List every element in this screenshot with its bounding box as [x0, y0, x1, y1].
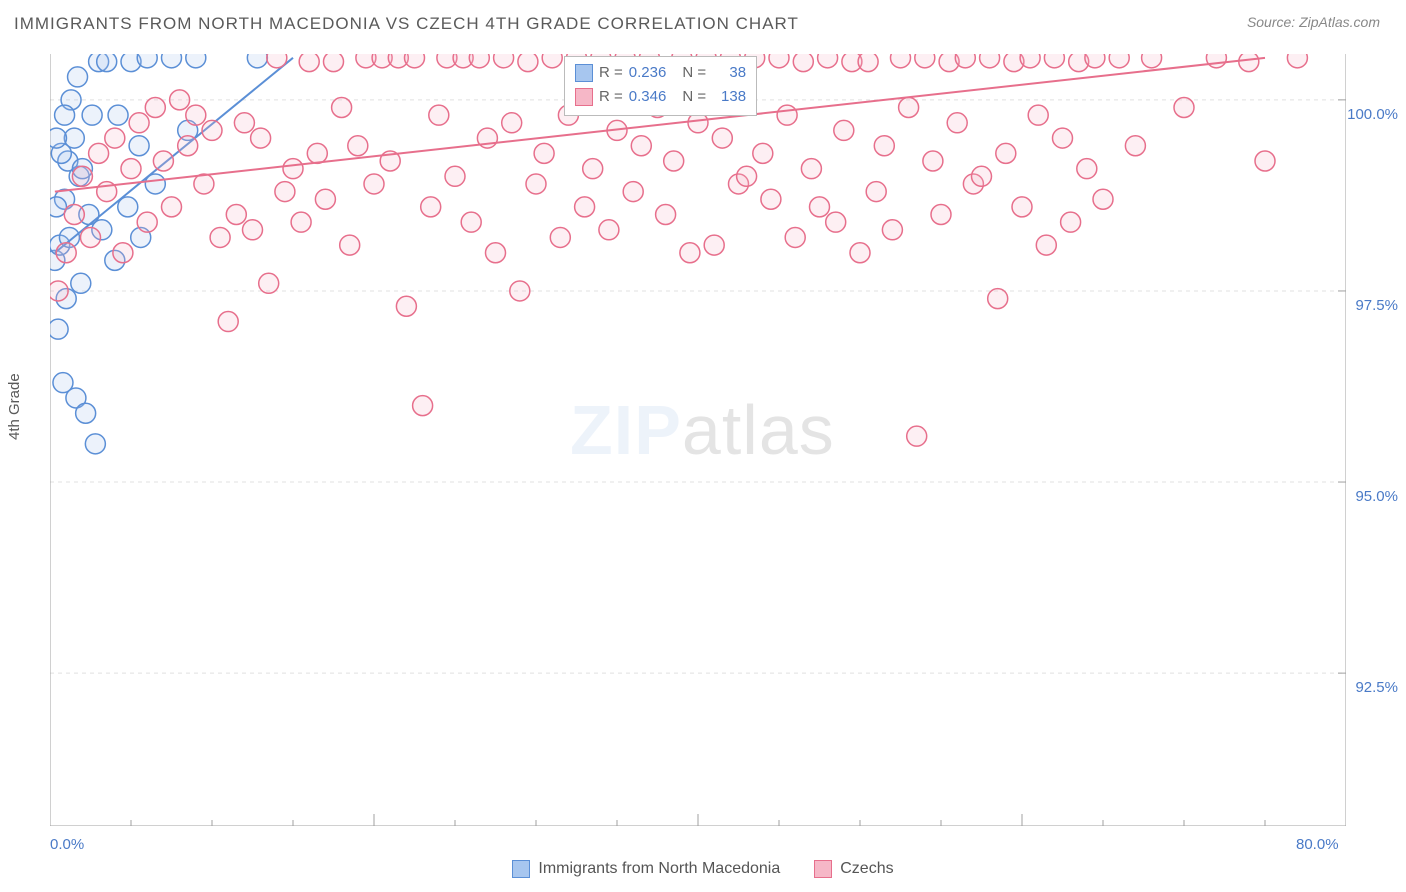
series-name-0: Immigrants from North Macedonia — [538, 860, 780, 878]
legend-swatch-icon — [814, 860, 832, 878]
legend-r-label: R = — [599, 85, 623, 109]
legend-n-label: N = — [682, 61, 706, 85]
legend-r-value-0: 0.236 — [629, 61, 667, 85]
y-axis-label: 4th Grade — [6, 373, 23, 440]
legend-r-value-1: 0.346 — [629, 85, 667, 109]
y-tick-label: 97.5% — [1355, 297, 1398, 314]
legend-swatch-icon — [512, 860, 530, 878]
legend-n-value-1: 138 — [712, 85, 746, 109]
legend-swatch-series-0 — [575, 64, 593, 82]
series-name-1: Czechs — [840, 860, 893, 878]
series-legend-item-0: Immigrants from North Macedonia — [512, 860, 780, 878]
legend-swatch-series-1 — [575, 88, 593, 106]
plot-area — [50, 54, 1346, 826]
legend-n-value-0: 38 — [712, 61, 746, 85]
x-tick-label: 0.0% — [50, 836, 84, 853]
scatter-svg — [50, 54, 1346, 826]
series-legend-item-1: Czechs — [814, 860, 893, 878]
x-tick-label: 80.0% — [1296, 836, 1339, 853]
chart-title: IMMIGRANTS FROM NORTH MACEDONIA VS CZECH… — [14, 14, 799, 34]
series-legend: Immigrants from North Macedonia Czechs — [0, 860, 1406, 878]
legend-row-series-1: R = 0.346 N = 138 — [575, 85, 746, 109]
legend-row-series-0: R = 0.236 N = 38 — [575, 61, 746, 85]
y-tick-label: 92.5% — [1355, 679, 1398, 696]
legend-r-label: R = — [599, 61, 623, 85]
y-tick-label: 100.0% — [1347, 106, 1398, 123]
correlation-legend: R = 0.236 N = 38 R = 0.346 N = 138 — [564, 56, 757, 116]
chart-container: IMMIGRANTS FROM NORTH MACEDONIA VS CZECH… — [0, 0, 1406, 892]
legend-n-label: N = — [682, 85, 706, 109]
y-tick-label: 95.0% — [1355, 488, 1398, 505]
source-attribution: Source: ZipAtlas.com — [1247, 14, 1380, 30]
